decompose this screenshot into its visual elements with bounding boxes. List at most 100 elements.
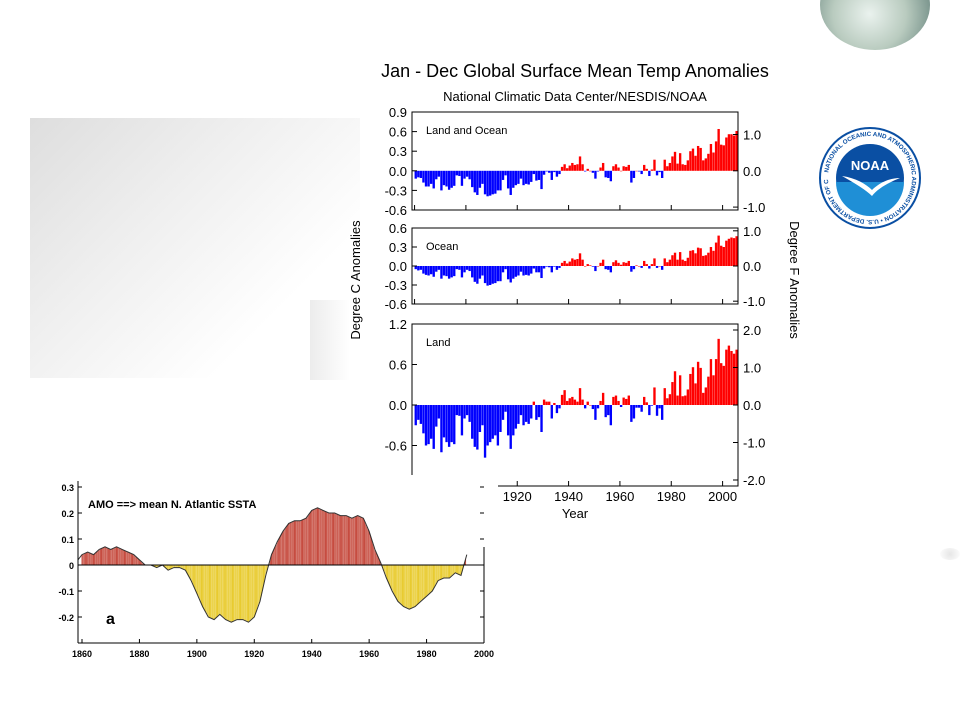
x-axis-label: Year (562, 506, 589, 521)
y-tick-label: -0.3 (385, 278, 407, 293)
bar (717, 235, 720, 266)
bar (465, 170, 469, 177)
bar (666, 166, 669, 171)
bar (653, 258, 656, 266)
bar (576, 164, 579, 171)
bar (722, 365, 725, 405)
bar (714, 242, 718, 266)
y-axis-label-right: Degree F Anomalies (787, 221, 802, 339)
bar (712, 152, 715, 171)
bar (725, 240, 728, 266)
bar (519, 266, 523, 272)
bar (725, 137, 728, 171)
bar (645, 264, 648, 266)
bar (548, 401, 551, 406)
bar (727, 134, 731, 171)
bar (509, 170, 512, 195)
bar (473, 170, 476, 193)
bar (573, 164, 577, 171)
bar (491, 170, 494, 195)
bar (535, 170, 538, 181)
bar (496, 405, 500, 446)
bar (645, 402, 648, 405)
bar (476, 170, 479, 195)
bar (478, 405, 482, 432)
bar (422, 405, 425, 434)
bar (673, 252, 677, 266)
bar (694, 155, 697, 171)
bar (476, 405, 479, 450)
bar (730, 134, 733, 171)
bar (509, 266, 512, 283)
bar (524, 170, 528, 184)
bar (676, 259, 679, 266)
bar (486, 266, 489, 286)
x-tick-label: 1880 (400, 489, 429, 504)
bar (591, 266, 595, 267)
bar (643, 260, 646, 266)
bar (676, 395, 679, 405)
bar (453, 266, 456, 277)
bar (486, 170, 489, 197)
bar (730, 351, 733, 405)
background-gradient-strip (310, 300, 350, 380)
bar (422, 170, 425, 183)
bar (660, 405, 664, 420)
bar (712, 250, 715, 266)
bar (450, 405, 453, 443)
background-gradient-panel (30, 118, 360, 378)
x-tick-label: 1900 (451, 489, 480, 504)
bar (658, 405, 661, 409)
bar (512, 266, 515, 279)
bar (709, 144, 713, 171)
bar (658, 266, 661, 267)
bar (702, 392, 705, 405)
bar (735, 236, 738, 266)
bar (568, 165, 571, 171)
bar (440, 170, 443, 191)
bar (601, 392, 605, 405)
y-tick-label: 0.9 (389, 105, 407, 120)
bar (424, 266, 428, 275)
bar (537, 170, 541, 180)
bar (571, 396, 574, 405)
bar (522, 170, 525, 186)
bar (514, 405, 518, 429)
bar (707, 252, 710, 266)
bar (668, 394, 672, 405)
bar (571, 258, 574, 266)
bar (491, 405, 494, 439)
bar (586, 401, 589, 406)
bar (720, 144, 723, 171)
bar (735, 130, 738, 171)
bar (578, 253, 582, 266)
bar (622, 397, 625, 405)
bar (550, 266, 553, 273)
y-tick-label: 0.3 (389, 144, 407, 159)
bar (722, 145, 725, 171)
bar (501, 405, 505, 420)
bar (696, 247, 700, 266)
bar (609, 266, 613, 273)
bar (455, 170, 458, 176)
right-tick-label: -1.0 (743, 436, 765, 451)
bar (663, 388, 666, 406)
bar (445, 266, 448, 277)
bar (542, 399, 546, 405)
bar (681, 396, 684, 405)
bar (496, 170, 500, 191)
bar (643, 396, 646, 405)
bar (468, 405, 471, 422)
bar (504, 405, 507, 412)
bar (550, 405, 553, 419)
bar (465, 266, 469, 270)
bar (442, 170, 446, 186)
bar (619, 405, 623, 408)
bar (635, 405, 638, 408)
bar (548, 170, 551, 173)
bar (481, 170, 484, 184)
bar (625, 398, 628, 405)
bar (576, 259, 579, 266)
bar (432, 170, 435, 189)
bar (601, 162, 605, 171)
